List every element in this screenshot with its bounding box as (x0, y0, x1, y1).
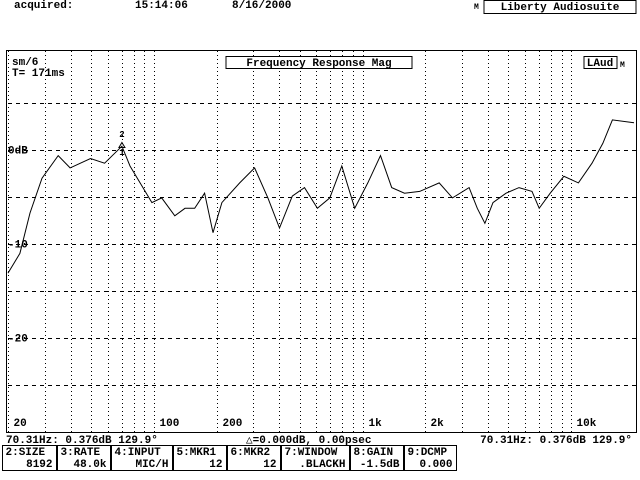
function-key (57, 445, 111, 471)
function-key (173, 445, 227, 471)
acquired-time: 15:14:06 (135, 0, 188, 12)
window-time: T= 171ms (12, 68, 65, 80)
key-value: 0.000 (419, 459, 452, 471)
badge-box (583, 56, 618, 69)
x-tick-label: 200 (223, 418, 243, 430)
app-flag: M (474, 3, 479, 12)
app-name: Liberty Audiosuite (501, 2, 620, 14)
badge: LAud (587, 58, 613, 70)
app-box (483, 0, 637, 14)
chart-title: Frequency Response Mag (246, 58, 391, 70)
x-tick-label: 100 (160, 418, 180, 430)
y-tick-label: -10 (8, 239, 28, 251)
key-label: 8:GAIN (354, 447, 394, 459)
key-value: 48.0k (73, 459, 106, 471)
function-key (2, 445, 57, 471)
x-tick-label: 20 (14, 418, 27, 430)
key-value: 12 (263, 459, 276, 471)
key-value: 8192 (26, 459, 52, 471)
function-key (404, 445, 457, 471)
x-tick-label: 2k (431, 418, 445, 430)
key-value: -1.5dB (360, 459, 400, 471)
marker (118, 141, 126, 148)
y-tick-label: -20 (8, 333, 28, 345)
function-key (350, 445, 404, 471)
response-curve (7, 119, 635, 274)
key-value: MIC/H (135, 459, 168, 471)
key-label: 9:DCMP (408, 447, 448, 459)
key-label: 7:WINDOW (285, 447, 338, 459)
function-key (227, 445, 281, 471)
y-tick-label: 0dB (8, 145, 28, 157)
status-center: △=0.000dB, 0.00psec (246, 435, 371, 447)
key-label: 5:MKR1 (177, 447, 217, 459)
status-left: 70.31Hz: 0.376dB 129.9° (6, 435, 158, 447)
key-label: 2:SIZE (6, 447, 46, 459)
title-box (225, 56, 413, 69)
key-value: .BLACKH (299, 459, 345, 471)
smoothing: sm/6 (12, 57, 38, 69)
plot-frame (6, 50, 637, 433)
key-label: 6:MKR2 (231, 447, 271, 459)
function-key (111, 445, 173, 471)
marker-label: 1 (119, 148, 125, 158)
key-value: 12 (209, 459, 222, 471)
x-tick-label: 1k (369, 418, 383, 430)
marker-label: 2 (119, 130, 124, 140)
acquired-date: 8/16/2000 (232, 0, 291, 12)
status-right: 70.31Hz: 0.376dB 129.9° (480, 435, 632, 447)
key-label: 3:RATE (61, 447, 101, 459)
x-tick-label: 10k (577, 418, 597, 430)
badge-flag: M (620, 61, 625, 70)
function-key (281, 445, 350, 471)
acquired-label: acquired: (14, 0, 73, 12)
key-label: 4:INPUT (115, 447, 162, 459)
